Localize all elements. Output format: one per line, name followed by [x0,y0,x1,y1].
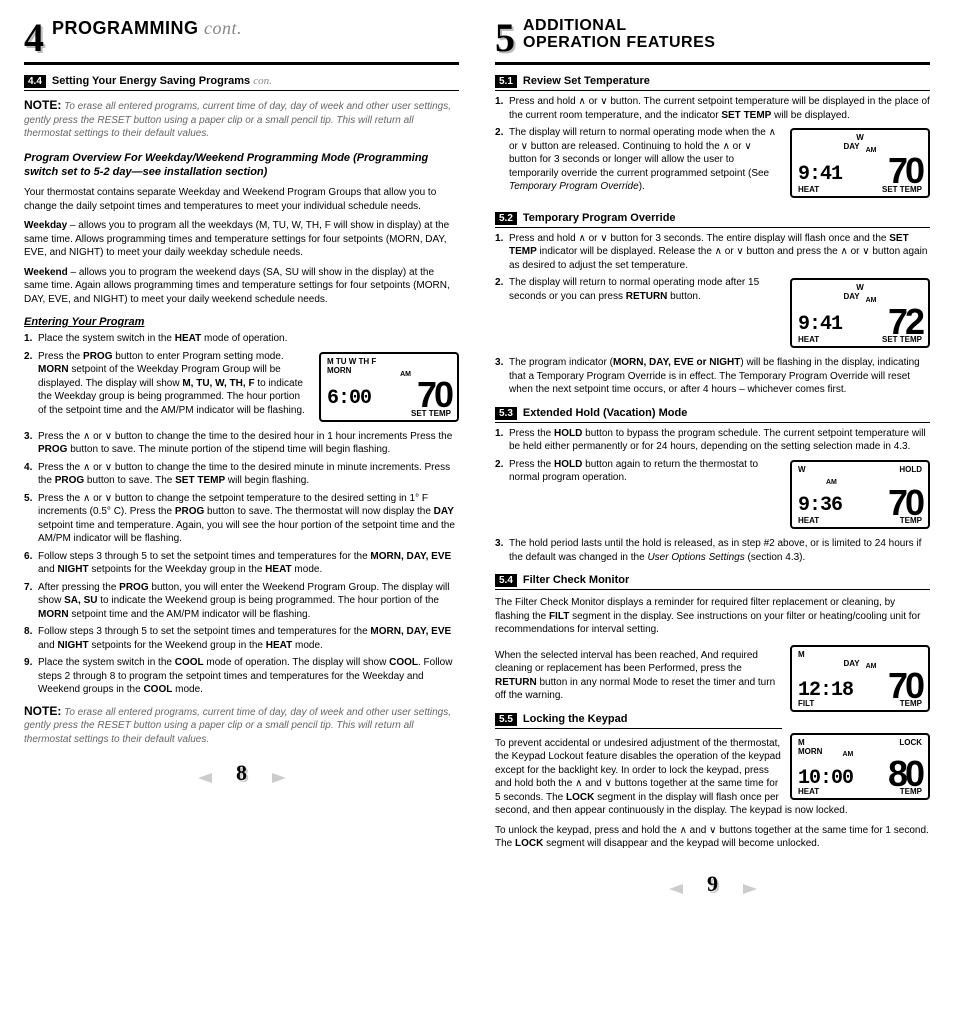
section-title-line1: ADDITIONAL [523,18,715,35]
section-header-4: 4 PROGRAMMING cont. [24,18,459,65]
steps-5-1: Press and hold ∧ or ∨ button. The curren… [495,95,930,202]
step: W DAYAM 9:4172 HEATSET TEMP The display … [495,276,930,352]
lcd-figure-55: MLOCK MORNAM 10:0080 HEATTEMP [790,733,930,800]
step: Press the HOLD button to bypass the prog… [495,427,930,454]
page-footer-left: 8 [24,760,459,786]
subsection-4-4: 4.4 Setting Your Energy Saving Programs … [24,75,459,91]
section-number: 5 [495,18,515,58]
section-title-line2: OPERATION FEATURES [523,35,715,52]
page-left: 4 PROGRAMMING cont. 4.4 Setting Your Ene… [24,18,459,897]
step: Press the ∧ or ∨ button to change the ti… [24,461,459,488]
step: Press the ∧ or ∨ button to change the se… [24,492,459,546]
section-title: PROGRAMMING [52,18,199,38]
section-header-5: 5 ADDITIONAL OPERATION FEATURES [495,18,930,65]
para-5-4-1: The Filter Check Monitor displays a remi… [495,596,930,637]
lcd-figure-1: M TU W TH F MORNAM 6:0070 SET TEMP [319,352,459,422]
entering-steps: Place the system switch in the HEAT mode… [24,332,459,696]
section-number: 4 [24,18,44,58]
subsection-number: 4.4 [24,75,46,88]
step: Place the system switch in the COOL mode… [24,656,459,697]
step: M TU W TH F MORNAM 6:0070 SET TEMP Press… [24,350,459,426]
step: W DAYAM 9:4170 HEATSET TEMP The display … [495,126,930,202]
para-5-5-2: To unlock the keypad, press and hold the… [495,824,930,851]
lcd-figure-53: WHOLD AM 9:3670 HEATTEMP [790,460,930,530]
step: Press the ∧ or ∨ button to change the ti… [24,430,459,457]
lcd-figure-51: W DAYAM 9:4170 HEATSET TEMP [790,128,930,198]
step: Press and hold ∧ or ∨ button. The curren… [495,95,930,122]
note-1: NOTE: To erase all entered programs, cur… [24,97,459,141]
subsection-5-3: 5.3 Extended Hold (Vacation) Mode [495,407,930,423]
step: Place the system switch in the HEAT mode… [24,332,459,346]
subsection-con: con. [253,75,272,87]
overview-para: Your thermostat contains separate Weekda… [24,186,459,213]
weekday-para: Weekday – allows you to program all the … [24,219,459,260]
entering-heading: Entering Your Program [24,316,459,328]
step: Press and hold ∧ or ∨ button for 3 secon… [495,232,930,273]
page-right: 5 ADDITIONAL OPERATION FEATURES 5.1 Revi… [495,18,930,897]
page-footer-right: 9 [495,871,930,897]
note-2: NOTE: To erase all entered programs, cur… [24,703,459,747]
subsection-5-1: 5.1 Review Set Temperature [495,75,930,91]
overview-heading: Program Overview For Weekday/Weekend Pro… [24,151,459,181]
step: Follow steps 3 through 5 to set the setp… [24,625,459,652]
subsection-title: Setting Your Energy Saving Programs [52,75,250,87]
lcd-figure-54: M DAYAM 12:1870 FILTTEMP [790,645,930,712]
weekend-para: Weekend – allows you to program the week… [24,266,459,307]
steps-5-3: Press the HOLD button to bypass the prog… [495,427,930,565]
lcd-figure-52: W DAYAM 9:4172 HEATSET TEMP [790,278,930,348]
steps-5-2: Press and hold ∧ or ∨ button for 3 secon… [495,232,930,397]
subsection-5-5: 5.5 Locking the Keypad [495,713,782,729]
step: The hold period lasts until the hold is … [495,537,930,564]
subsection-5-2: 5.2 Temporary Program Override [495,212,930,228]
step: WHOLD AM 9:3670 HEATTEMP Press the HOLD … [495,458,930,534]
subsection-5-4: 5.4 Filter Check Monitor [495,574,930,590]
step: After pressing the PROG button, you will… [24,581,459,622]
step: The program indicator (MORN, DAY, EVE or… [495,356,930,397]
section-cont: cont. [204,18,242,38]
step: Follow steps 3 through 5 to set the setp… [24,550,459,577]
